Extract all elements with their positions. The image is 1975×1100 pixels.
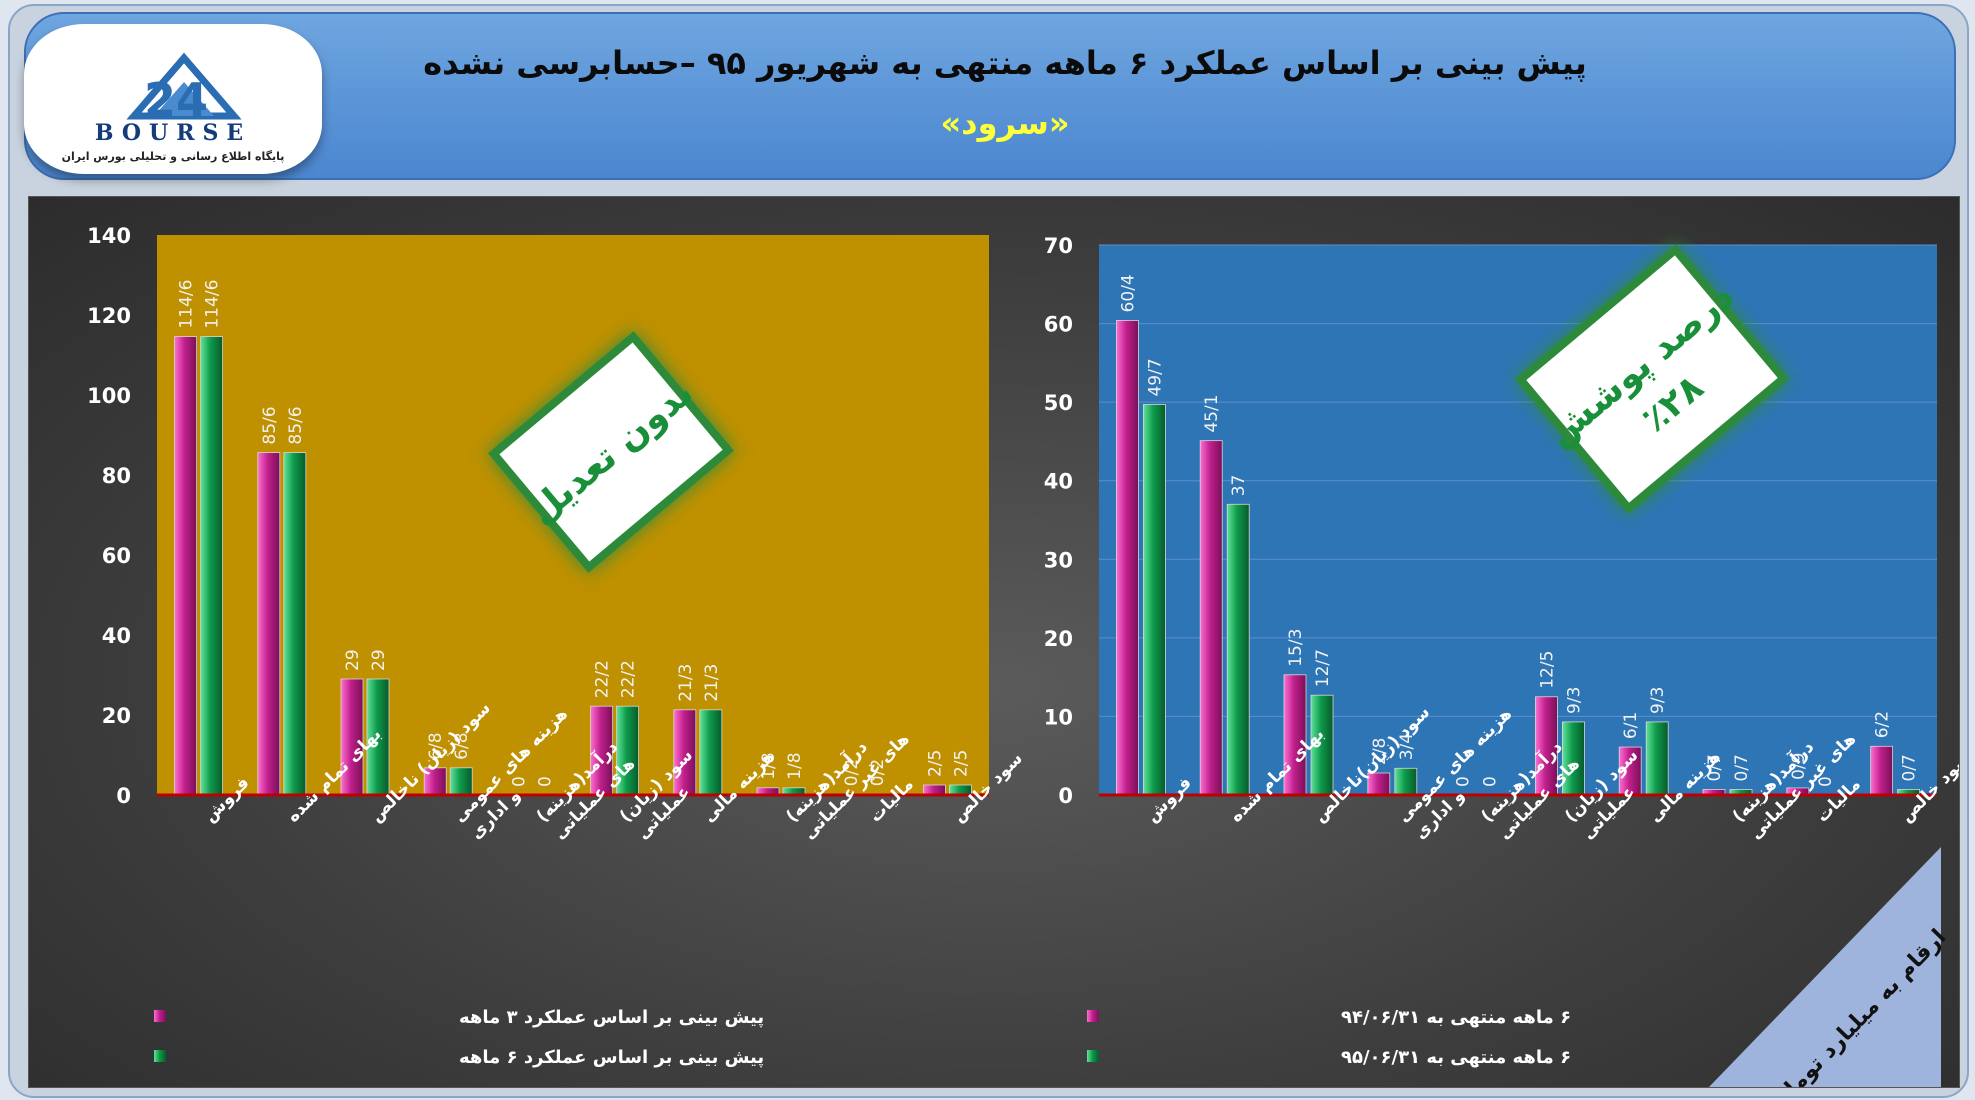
data-label: 6/8: [426, 732, 446, 759]
legend-swatch-a: [154, 1010, 166, 1022]
header-bar: [24, 12, 1956, 180]
data-label: 29: [369, 649, 389, 671]
company-name: «سرود»: [940, 104, 1070, 142]
right-legend-series-b: ۶ ماهه منتهی به ۹۵/۰۶/۳۱: [1341, 1047, 1571, 1068]
y-tick-label: 60: [102, 544, 131, 568]
data-label: 22/2: [619, 660, 639, 698]
y-tick-label: 100: [87, 384, 131, 408]
right-plot-area: [1099, 245, 1937, 795]
data-label: 0: [1816, 776, 1836, 787]
data-label: 6/8: [452, 732, 472, 759]
data-label: 45/1: [1202, 394, 1222, 432]
right-legend-series-a: ۶ ماهه منتهی به ۹۴/۰۶/۳۱: [1341, 1007, 1571, 1028]
data-label: 0/2: [868, 759, 888, 786]
bar-right-s1-c1: [1226, 503, 1250, 796]
data-label: 1/8: [785, 752, 805, 779]
data-label: 2/8: [1370, 738, 1390, 765]
logo-mark-icon: 24: [126, 52, 242, 127]
data-label: 37: [1229, 475, 1249, 497]
data-label: 6/2: [1873, 711, 1893, 738]
data-label: 2/5: [925, 750, 945, 777]
legend-swatch-b: [154, 1050, 166, 1062]
data-label: 0: [535, 776, 555, 787]
data-label: 21/3: [676, 664, 696, 702]
left-legend-series-b: پیش بینی بر اساس عملکرد ۶ ماهه: [459, 1047, 764, 1068]
y-tick-label: 0: [116, 784, 131, 808]
data-label: 15/3: [1286, 629, 1306, 667]
y-tick-label: 80: [102, 464, 131, 488]
no-adjustment-badge: بدون تعدیل: [488, 331, 734, 573]
left-legend-series-a: پیش بینی بر اساس عملکرد ۳ ماهه: [459, 1007, 764, 1028]
bar-right-s1-c3: [1394, 767, 1418, 796]
data-label: 12/5: [1537, 651, 1557, 689]
coverage-badge: درصد پوشش ٪۲۸: [1515, 244, 1789, 514]
data-label: 9/3: [1648, 687, 1668, 714]
page-title: پیش بینی بر اساس عملکرد ۶ ماهه منتهی به …: [423, 44, 1587, 82]
y-tick-label: 20: [1044, 627, 1073, 651]
y-tick-label: 30: [1044, 548, 1073, 572]
data-label: 85/6: [286, 406, 306, 444]
data-label: 0: [509, 776, 529, 787]
bar-right-s1-c0: [1143, 404, 1166, 796]
logo: 24 BOURSE پایگاه اطلاع رسانی و تحلیلی بو…: [24, 24, 322, 174]
svg-text:24: 24: [144, 73, 208, 127]
logo-brand-text: BOURSE: [94, 120, 252, 146]
y-tick-label: 0: [1058, 784, 1073, 808]
data-label: 22/2: [593, 660, 613, 698]
y-tick-label: 60: [1044, 313, 1073, 337]
right-legend: ۶ ماهه منتهی به ۹۴/۰۶/۳۱ ۶ ماهه منتهی به…: [1087, 1007, 1571, 1068]
data-label: 60/4: [1118, 274, 1138, 312]
data-label: 114/6: [177, 280, 197, 329]
y-tick-label: 40: [1044, 470, 1073, 494]
legend-swatch-b: [1087, 1050, 1099, 1062]
data-label: 85/6: [260, 406, 280, 444]
bar-left-s1-c0: [200, 336, 224, 796]
legend-swatch-a: [1087, 1010, 1099, 1022]
y-tick-label: 140: [87, 224, 131, 248]
data-label: 0/9: [1789, 753, 1809, 780]
y-tick-label: 50: [1044, 391, 1073, 415]
data-label: 29: [343, 649, 363, 671]
data-label: 0: [1481, 776, 1501, 787]
data-label: 6/1: [1621, 712, 1641, 739]
data-label: 3/4: [1397, 733, 1417, 760]
data-label: 0/7: [1900, 754, 1920, 781]
bar-right-s0-c1: [1199, 440, 1223, 796]
y-tick-label: 10: [1044, 705, 1073, 729]
y-tick-label: 70: [1044, 234, 1073, 258]
infographic-frame: 24 BOURSE پایگاه اطلاع رسانی و تحلیلی بو…: [8, 4, 1969, 1098]
bar-left-s1-c6: [699, 709, 723, 796]
data-label: 12/7: [1313, 649, 1333, 687]
unit-note-triangle: [1709, 847, 1941, 1087]
bar-left-s1-c3: [449, 767, 473, 796]
y-tick-label: 120: [87, 304, 131, 328]
charts-panel: 0 20 40 60 80 100 120 140 114/6 85/6 29 6/8 0 22/2 21…: [28, 196, 1960, 1088]
data-label: 1/8: [759, 752, 779, 779]
bar-left-s1-c1: [283, 452, 307, 796]
data-label: 9/3: [1564, 687, 1584, 714]
data-label: 0/7: [1705, 754, 1725, 781]
data-label: 49/7: [1145, 358, 1165, 396]
logo-subtitle: پایگاه اطلاع رسانی و تحلیلی بورس ایران: [61, 150, 285, 163]
data-label: 114/6: [203, 280, 223, 329]
y-tick-label: 20: [102, 704, 131, 728]
bar-left-s0-c0: [174, 336, 198, 796]
bar-right-s0-c0: [1116, 320, 1139, 796]
bar-left-s0-c1: [257, 452, 281, 796]
left-legend: پیش بینی بر اساس عملکرد ۳ ماهه پیش بینی …: [154, 1007, 764, 1068]
bar-right-s0-c9: [1870, 745, 1893, 796]
data-label: 21/3: [702, 664, 722, 702]
data-label: 2/5: [951, 750, 971, 777]
data-label: 0/2: [842, 759, 862, 786]
data-label: 0: [1454, 776, 1474, 787]
data-label: 0/7: [1732, 754, 1752, 781]
y-tick-label: 40: [102, 624, 131, 648]
bar-right-s1-c6: [1645, 721, 1669, 796]
